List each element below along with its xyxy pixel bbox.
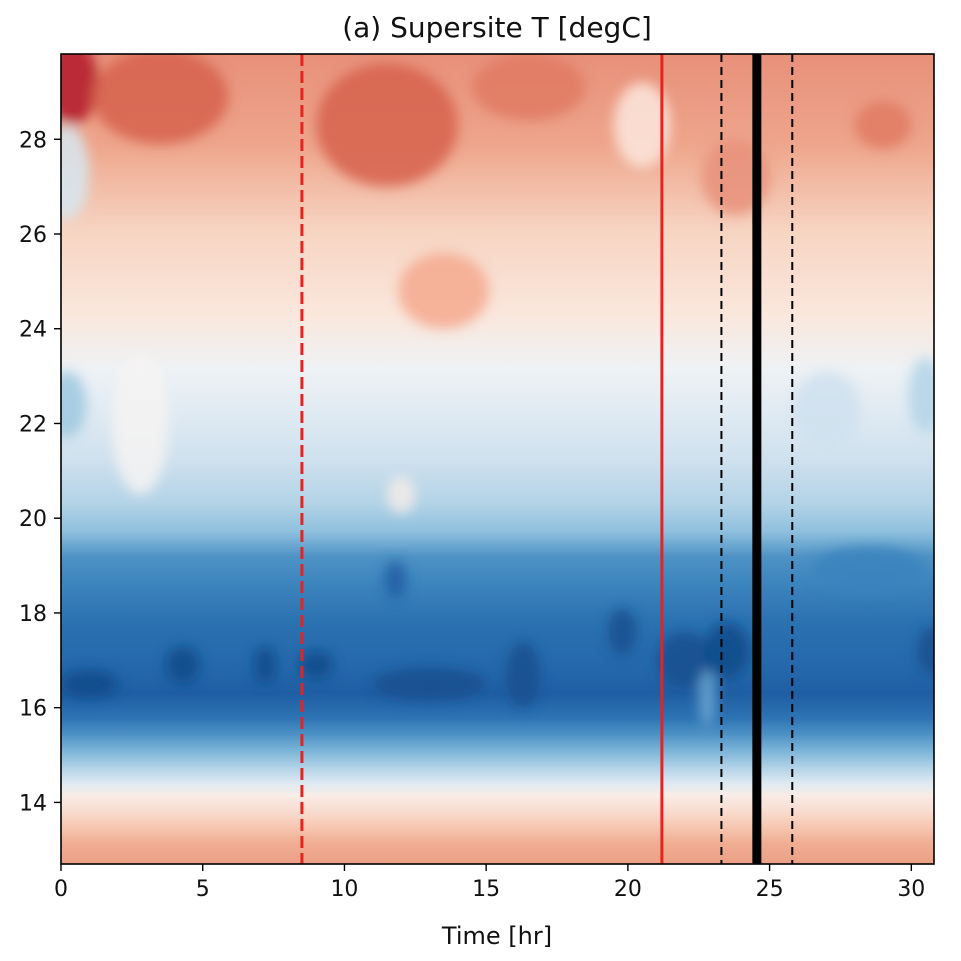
contour-feature (506, 641, 541, 708)
contour-feature (471, 54, 586, 121)
y-axis-ticks: 14 16 18 20 22 24 26 28 (19, 128, 61, 816)
contour-feature (299, 650, 334, 680)
contour-feature (812, 546, 926, 594)
contour-feature (61, 669, 118, 699)
contour-feature (253, 646, 277, 684)
contour-feature (61, 371, 87, 438)
contour-feature (916, 627, 934, 675)
y-tick-label: 18 (19, 602, 47, 627)
x-tick-label: 20 (614, 877, 642, 902)
y-tick-label: 26 (19, 223, 47, 248)
contour-feature (854, 101, 912, 149)
contour-feature (316, 63, 458, 187)
heatmap-field (61, 54, 934, 864)
y-tick-label: 20 (19, 507, 47, 532)
contour-feature (908, 357, 934, 433)
y-tick-label: 24 (19, 318, 47, 343)
x-tick-label: 15 (472, 877, 500, 902)
plot-frame (60, 53, 935, 865)
y-tick-label: 14 (19, 791, 47, 816)
contour-feature (698, 669, 716, 727)
contour-feature (704, 622, 750, 680)
contour-feature (386, 475, 416, 514)
x-axis-ticks: 0 5 10 15 20 25 30 (54, 864, 925, 902)
contour-feature (61, 54, 98, 126)
heatmap-plot-area (61, 54, 934, 864)
x-tick-label: 5 (196, 877, 210, 902)
vertical-markers (300, 54, 794, 864)
chart-title: (a) Supersite T [degC] (342, 11, 652, 44)
contour-feature (61, 125, 90, 220)
x-tick-label: 25 (756, 877, 784, 902)
contour-feature (792, 371, 861, 448)
contour-feature (372, 667, 487, 701)
y-tick-label: 22 (19, 412, 47, 437)
x-tick-label: 0 (54, 877, 68, 902)
contour-feature (384, 560, 407, 599)
contour-feature (398, 252, 489, 329)
contour-feature (613, 82, 671, 168)
y-tick-label: 28 (19, 128, 47, 153)
contour-feature (608, 608, 637, 656)
y-tick-label: 16 (19, 697, 47, 722)
x-tick-label: 30 (897, 877, 925, 902)
x-tick-label: 10 (330, 877, 358, 902)
contour-feature (165, 646, 200, 684)
contour-feature (656, 631, 713, 689)
contour-feature (92, 54, 229, 144)
contour-feature (112, 352, 169, 495)
x-axis-label: Time [hr] (441, 922, 552, 950)
